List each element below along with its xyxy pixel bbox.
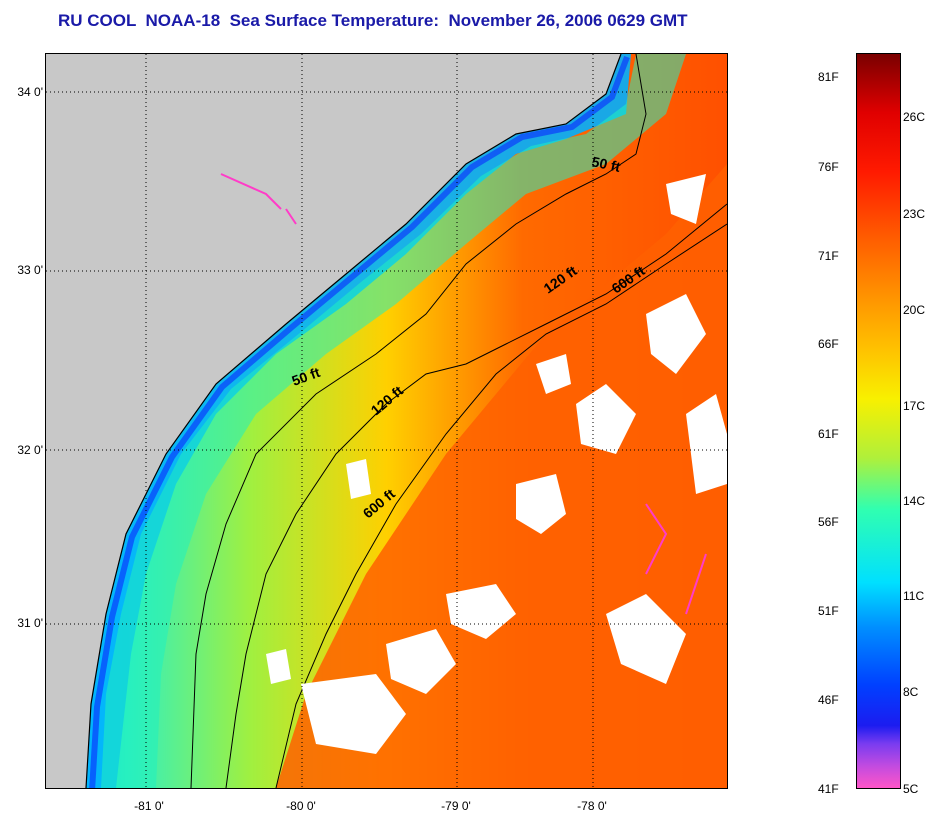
colorbar-c-label: 17C xyxy=(903,399,926,413)
cold-edges xyxy=(220,173,707,615)
lon-label: -79 0' xyxy=(441,799,471,813)
colorbar-f-label: 66F xyxy=(818,337,839,351)
land-area xyxy=(46,54,621,788)
colorbar-f-label: 76F xyxy=(818,160,839,174)
lat-label: 34 0' xyxy=(17,85,43,99)
contour-120ft xyxy=(225,203,727,788)
map-grid xyxy=(46,54,727,788)
contour-label: 50 ft xyxy=(590,153,622,175)
colorbar-c-label: 11C xyxy=(903,589,925,603)
colorbar-f-label: 71F xyxy=(818,249,839,263)
colorbar-c-label: 23C xyxy=(903,207,926,221)
colorbar-f-label: 51F xyxy=(818,604,839,618)
colorbar-f-label: 46F xyxy=(818,693,839,707)
lat-label: 33 0' xyxy=(17,263,43,277)
sst-map-image: 50 ft 120 ft 600 ft 50 ft 120 ft 600 ft xyxy=(46,54,727,788)
cloud-patches xyxy=(266,174,727,754)
colorbar-c-label: 8C xyxy=(903,685,919,699)
lon-label: -78 0' xyxy=(577,799,607,813)
colorbar-f-label: 41F xyxy=(818,782,839,796)
colorbar-c-label: 20C xyxy=(903,303,926,317)
colorbar-f-label: 61F xyxy=(818,427,839,441)
colorbar-c-label: 14C xyxy=(903,494,926,508)
sst-map[interactable]: 50 ft 120 ft 600 ft 50 ft 120 ft 600 ft xyxy=(45,53,728,789)
contour-600ft xyxy=(275,223,727,788)
lat-label: 32 0' xyxy=(17,443,43,457)
colorbar-c-label: 26C xyxy=(903,110,926,124)
shelf-water xyxy=(101,54,686,788)
colorbar-f-label: 56F xyxy=(818,515,839,529)
temperature-colorbar xyxy=(856,53,901,789)
lon-label: -81 0' xyxy=(134,799,164,813)
map-title: RU COOL NOAA-18 Sea Surface Temperature:… xyxy=(58,11,688,30)
contour-50ft xyxy=(190,54,647,788)
lat-label: 31 0' xyxy=(17,616,43,630)
lon-label: -80 0' xyxy=(286,799,316,813)
coastline xyxy=(85,54,622,788)
colorbar-f-label: 81F xyxy=(818,70,839,84)
colorbar-c-label: 5C xyxy=(903,782,919,796)
